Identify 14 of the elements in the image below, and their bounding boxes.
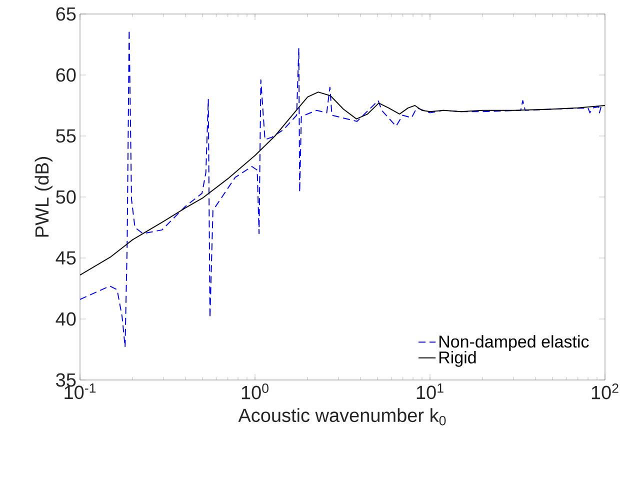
y-tick-label: 55 — [56, 129, 76, 143]
x-axis-title: Acoustic wavenumber k$_{0}$ — [238, 408, 446, 426]
y-tick-label: 50 — [56, 190, 76, 204]
legend-label: Non-damped elastic — [439, 335, 589, 352]
y-tick-label: 40 — [56, 312, 76, 326]
x-tick-label: 10$^{2}$ — [592, 384, 618, 400]
y-tick-label: 65 — [56, 7, 76, 21]
y-axis-title: PWL (dB) — [34, 157, 52, 237]
y-tick-label: 45 — [56, 251, 76, 265]
x-tick-label: 10$^{0}$ — [242, 384, 268, 400]
x-tick-label: 10$^{1}$ — [416, 384, 444, 400]
y-tick-label: 60 — [56, 68, 76, 82]
y-tick-label: 35 — [56, 373, 76, 387]
legend-label: Rigid — [439, 350, 476, 367]
